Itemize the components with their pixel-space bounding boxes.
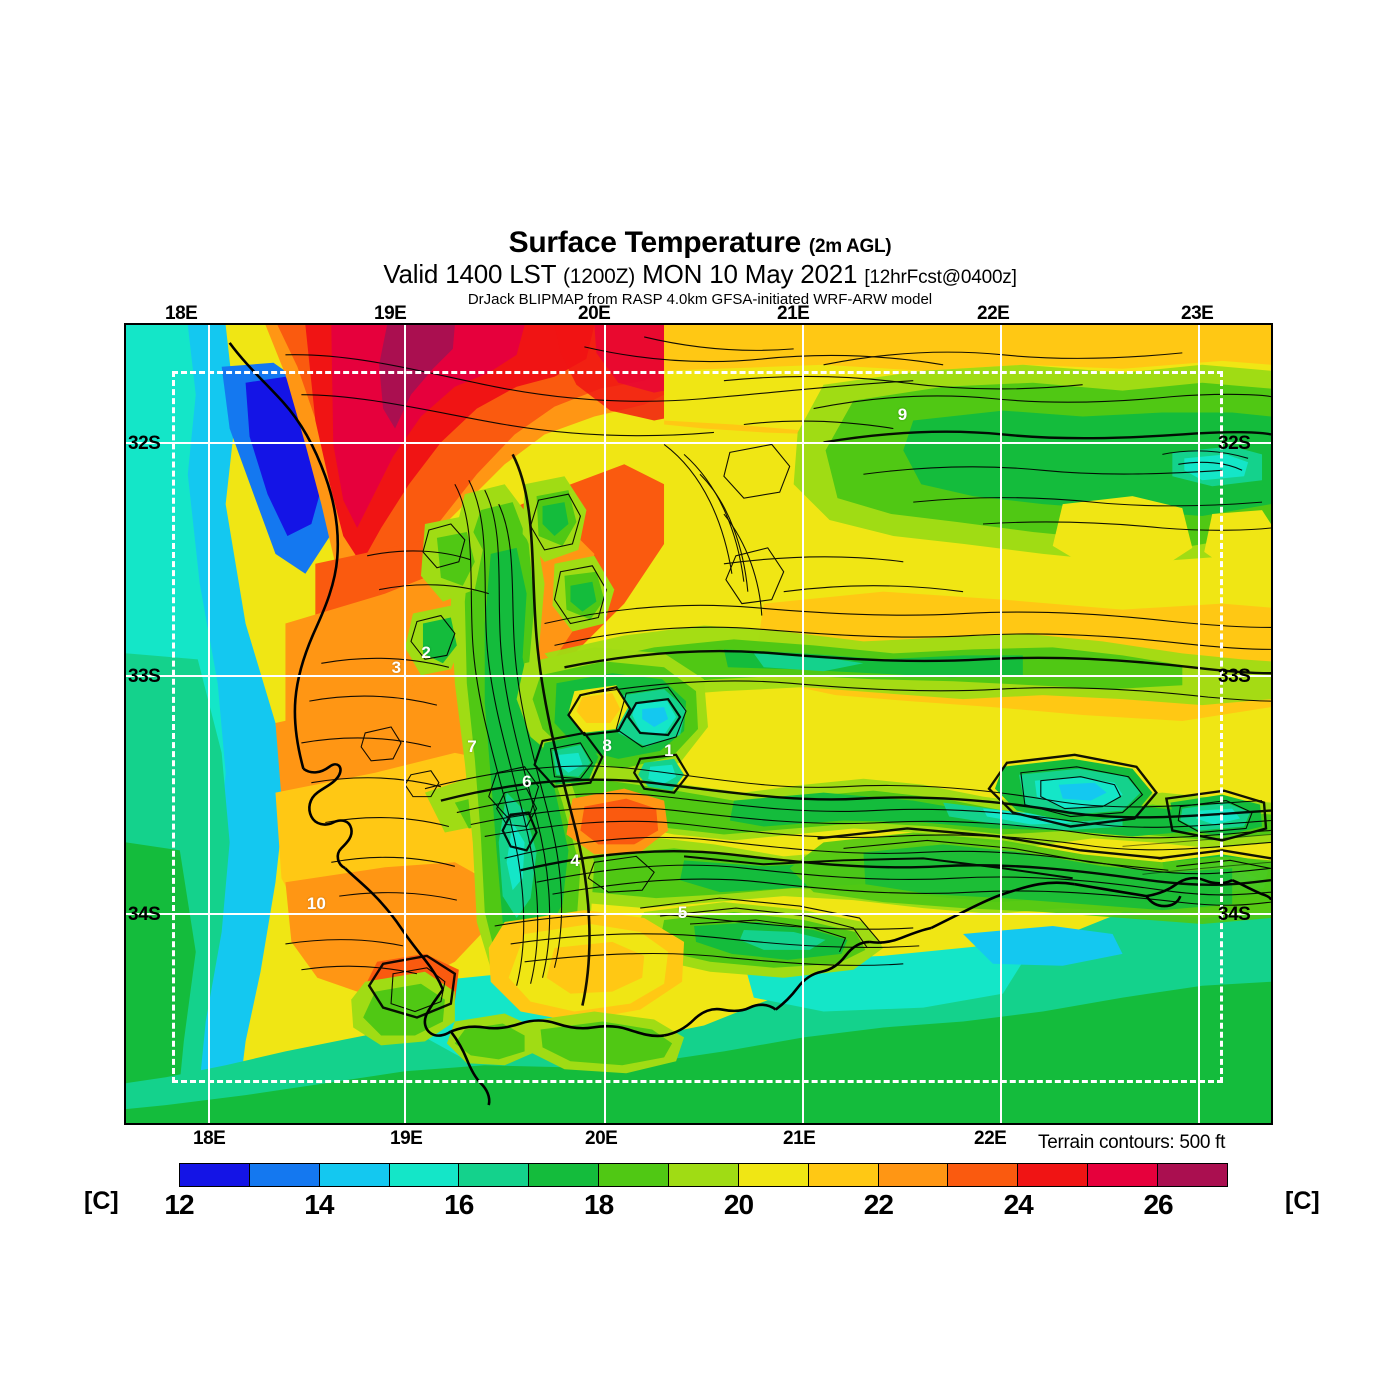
lon-label-top-21E: 21E <box>777 303 810 324</box>
model-domain-box <box>172 371 1223 1083</box>
map-plot-area[interactable]: 32S 33S 34S 32S 33S 34S 1 2 3 4 5 6 7 8 … <box>124 323 1273 1125</box>
colorbar-legend: [C] [C] 12 14 16 18 20 22 24 26 <box>0 1163 1400 1233</box>
colorbar-band-26 <box>1158 1164 1227 1186</box>
site-marker-4[interactable]: 4 <box>570 850 580 870</box>
colorbar-band-25 <box>1088 1164 1159 1186</box>
forecast-hour: [12hrFcst@0400z] <box>864 267 1017 288</box>
lon-label-top-22E: 22E <box>977 303 1010 324</box>
valid-utc-time: (1200Z) <box>562 265 636 288</box>
colorbar-unit-right: [C] <box>1285 1187 1320 1215</box>
colorbar-band-24 <box>1018 1164 1089 1186</box>
graticule-lon-19E <box>404 325 406 1123</box>
temperature-field <box>126 325 1271 1123</box>
valid-date: MON 10 May 2021 <box>642 259 858 289</box>
graticule-lon-22E <box>1000 325 1002 1123</box>
graticule-lon-18E <box>208 325 210 1123</box>
lon-label-top-19E: 19E <box>374 303 407 324</box>
colorbar-tick-26: 26 <box>1143 1189 1173 1220</box>
colorbar-band-13 <box>249 1164 320 1186</box>
colorbar-band-17 <box>529 1164 600 1186</box>
lon-label-bottom-19E: 19E <box>390 1128 423 1149</box>
site-marker-7[interactable]: 7 <box>467 737 477 757</box>
lon-label-bottom-20E: 20E <box>585 1128 618 1149</box>
site-marker-9[interactable]: 9 <box>897 405 908 425</box>
terrain-contour-note: Terrain contours: 500 ft <box>1036 1131 1228 1155</box>
lon-label-bottom-18E: 18E <box>193 1128 226 1149</box>
colorbar-band-22 <box>878 1164 949 1186</box>
graticule-lat-34S <box>126 913 1271 915</box>
colorbar-band-12 <box>180 1164 250 1186</box>
colorbar-band-15 <box>389 1164 460 1186</box>
colorbar-band-14 <box>319 1164 390 1186</box>
valid-time-line: Valid 1400 LST (1200Z) MON 10 May 2021 [… <box>0 259 1400 290</box>
site-marker-8[interactable]: 8 <box>602 735 612 755</box>
colorbar-band-18 <box>599 1164 670 1186</box>
lon-label-bottom-21E: 21E <box>783 1128 816 1149</box>
page-title: Surface Temperature (2m AGL) <box>0 228 1400 258</box>
graticule-lon-21E <box>802 325 804 1123</box>
lat-label-right-33S: 33S <box>1218 666 1251 687</box>
graticule-lat-33S <box>126 675 1271 677</box>
lon-label-bottom-22E: 22E <box>974 1128 1007 1149</box>
lat-label-left-34S: 34S <box>128 904 161 925</box>
graticule-lon-20E <box>604 325 606 1123</box>
site-marker-10[interactable]: 10 <box>306 893 326 913</box>
colorbar-tick-14: 14 <box>304 1189 334 1220</box>
title-block: Surface Temperature (2m AGL) Valid 1400 … <box>0 228 1400 308</box>
title-level-text: (2m AGL) <box>808 236 892 257</box>
lon-label-top-18E: 18E <box>165 303 198 324</box>
lat-label-right-34S: 34S <box>1218 904 1251 925</box>
model-credit: DrJack BLIPMAP from RASP 4.0km GFSA-init… <box>467 290 933 308</box>
colorbar-swatches[interactable] <box>179 1163 1228 1187</box>
site-marker-1[interactable]: 1 <box>664 740 674 760</box>
colorbar-band-16 <box>459 1164 530 1186</box>
colorbar-tick-20: 20 <box>723 1189 754 1220</box>
lat-label-right-32S: 32S <box>1218 433 1251 454</box>
valid-local-time: Valid 1400 LST <box>383 259 556 289</box>
colorbar-tick-22: 22 <box>863 1189 894 1220</box>
site-marker-3[interactable]: 3 <box>391 657 402 677</box>
colorbar-band-19 <box>669 1164 739 1186</box>
colorbar-tick-24: 24 <box>1003 1189 1034 1220</box>
lat-label-left-32S: 32S <box>128 433 161 454</box>
colorbar-tick-18: 18 <box>584 1189 614 1220</box>
site-marker-6[interactable]: 6 <box>522 772 532 792</box>
lon-label-top-23E: 23E <box>1181 303 1214 324</box>
lat-label-left-33S: 33S <box>128 666 161 687</box>
site-marker-5[interactable]: 5 <box>677 903 688 923</box>
title-main-text: Surface Temperature <box>508 226 802 259</box>
colorbar-unit-left: [C] <box>84 1187 119 1215</box>
lon-label-top-20E: 20E <box>578 303 611 324</box>
colorbar-band-23 <box>948 1164 1019 1186</box>
colorbar-tick-12: 12 <box>164 1189 194 1220</box>
site-marker-2[interactable]: 2 <box>421 643 431 663</box>
colorbar-band-20 <box>738 1164 809 1186</box>
colorbar-band-21 <box>808 1164 879 1186</box>
graticule-lon-23E <box>1198 325 1200 1123</box>
colorbar-tick-16: 16 <box>444 1189 474 1220</box>
graticule-lat-32S <box>126 442 1271 444</box>
